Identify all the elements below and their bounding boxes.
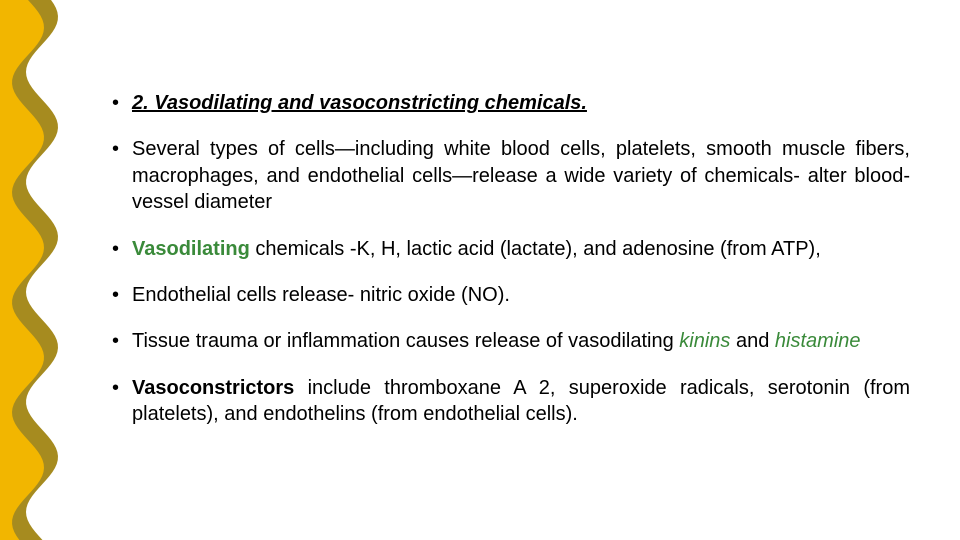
bullet-item: Endothelial cells release- nitric oxide … xyxy=(110,282,910,308)
bullet-item: Vasodilating chemicals -K, H, lactic aci… xyxy=(110,236,910,262)
decorative-wave-border xyxy=(0,0,80,540)
bullet-item: 2. Vasodilating and vasoconstricting che… xyxy=(110,90,910,116)
bullet-text: 2. Vasodilating and vasoconstricting che… xyxy=(132,92,587,114)
bullet-text: and xyxy=(730,330,774,352)
bullet-text: kinins xyxy=(679,330,730,352)
bullet-text: Vasoconstrictors xyxy=(132,377,294,399)
bullet-text: Vasodilating xyxy=(132,238,250,260)
bullet-item: Several types of cells—including white b… xyxy=(110,136,910,215)
bullet-text: chemicals -K, H, lactic acid (lactate), … xyxy=(250,238,821,260)
slide-content: 2. Vasodilating and vasoconstricting che… xyxy=(110,90,910,448)
bullet-text: histamine xyxy=(775,330,861,352)
bullet-text: Several types of cells—including white b… xyxy=(132,138,910,213)
bullet-item: Tissue trauma or inflammation causes rel… xyxy=(110,328,910,354)
bullet-list: 2. Vasodilating and vasoconstricting che… xyxy=(110,90,910,428)
bullet-item: Vasoconstrictors include thromboxane A 2… xyxy=(110,375,910,428)
bullet-text: Endothelial cells release- nitric oxide … xyxy=(132,284,510,306)
bullet-text: Tissue trauma or inflammation causes rel… xyxy=(132,330,679,352)
